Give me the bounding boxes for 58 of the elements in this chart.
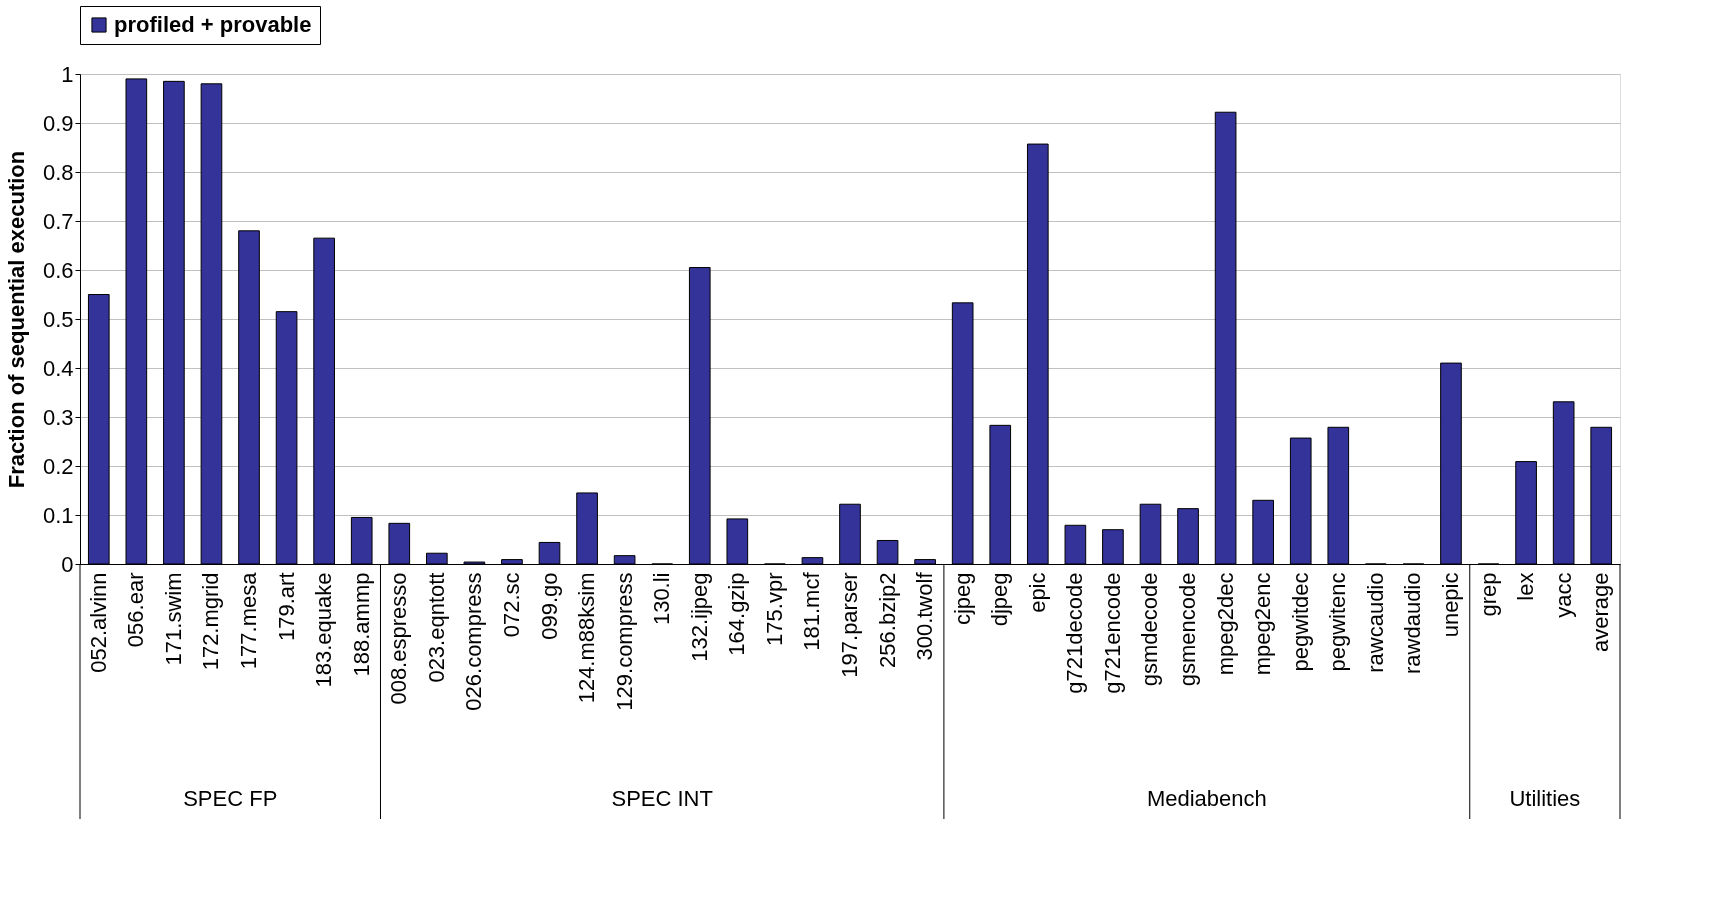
y-axis-title: Fraction of sequential execution [3, 150, 29, 489]
x-tick-label: 130.li [649, 572, 675, 626]
x-tick-label: 132.ijpeg [686, 572, 712, 662]
x-tick-label: 188.ammp [348, 572, 374, 677]
x-tick-label: cjpeg [949, 572, 975, 626]
legend-label: profiled + provable [114, 12, 312, 37]
x-tick-label: gsmencode [1175, 572, 1201, 687]
x-tick-label: 023.eqntott [423, 572, 449, 683]
x-tick-label: 124.m88ksim [574, 572, 600, 704]
x-tick-label: djpeg [987, 572, 1013, 627]
x-tick-label: 197.parser [837, 572, 862, 678]
x-tick-label: 300.twolf [912, 571, 938, 661]
x-tick-label: 129.compress [611, 572, 637, 711]
y-tick-label: 0.1 [42, 502, 74, 528]
y-tick-label: 0.9 [42, 110, 74, 136]
x-tick-label: 026.compress [461, 572, 487, 711]
text: Utilities [1509, 786, 1581, 811]
x-tick-label: 099.go [536, 572, 562, 640]
x-tick-label: lex [1513, 572, 1539, 601]
y-tick-label: 1 [61, 61, 74, 87]
text: SPEC INT [611, 786, 713, 811]
x-tick-label: gsmdecode [1137, 572, 1163, 687]
x-tick-label: grep [1475, 572, 1501, 617]
x-tick-label: epic [1024, 572, 1050, 613]
y-tick-label: 0.4 [42, 355, 74, 381]
x-tick-label: 172.mgrid [198, 572, 224, 671]
x-tick-label: 183.equake [311, 572, 337, 688]
y-tick-label: 0 [61, 551, 74, 577]
x-tick-label: 008.espresso [386, 572, 412, 705]
x-tick-label: unepic [1437, 572, 1463, 638]
y-tick-label: 0.5 [42, 306, 74, 332]
y-tick-label: 0.6 [42, 257, 74, 283]
x-tick-label: 175.vpr [761, 572, 787, 646]
x-tick-label: pegwitdec [1287, 572, 1313, 672]
y-tick-label: 0.7 [42, 208, 74, 234]
text: Mediabench [1146, 786, 1267, 811]
x-tick-label: pegwitenc [1325, 572, 1351, 672]
x-tick-label: 171.swim [160, 572, 186, 666]
x-tick-label: 056.ear [123, 572, 149, 648]
x-tick-label: 179.art [273, 572, 299, 641]
y-tick-label: 0.2 [42, 453, 74, 479]
x-tick-label: 181.mcf [799, 571, 825, 651]
x-tick-label: 177.mesa [236, 571, 262, 670]
x-tick-label: 164.gzip [724, 572, 750, 656]
x-tick-label: g721encode [1099, 572, 1125, 694]
x-tick-label: mpeg2dec [1212, 572, 1238, 676]
x-tick-label: yacc [1550, 572, 1576, 618]
x-tick-label: 256.bzip2 [874, 572, 900, 668]
x-tick-label: mpeg2enc [1250, 572, 1276, 676]
x-tick-label: rawdaudio [1400, 572, 1426, 675]
y-tick-label: 0.8 [42, 159, 74, 185]
text: SPEC FP [183, 786, 278, 811]
x-tick-label: average [1588, 572, 1614, 653]
x-tick-label: g721decode [1062, 572, 1088, 694]
x-tick-label: 072.sc [498, 572, 524, 638]
x-tick-label: 052.alvinn [85, 572, 111, 673]
y-tick-label: 0.3 [42, 404, 74, 430]
x-tick-label: rawcaudio [1362, 572, 1388, 673]
